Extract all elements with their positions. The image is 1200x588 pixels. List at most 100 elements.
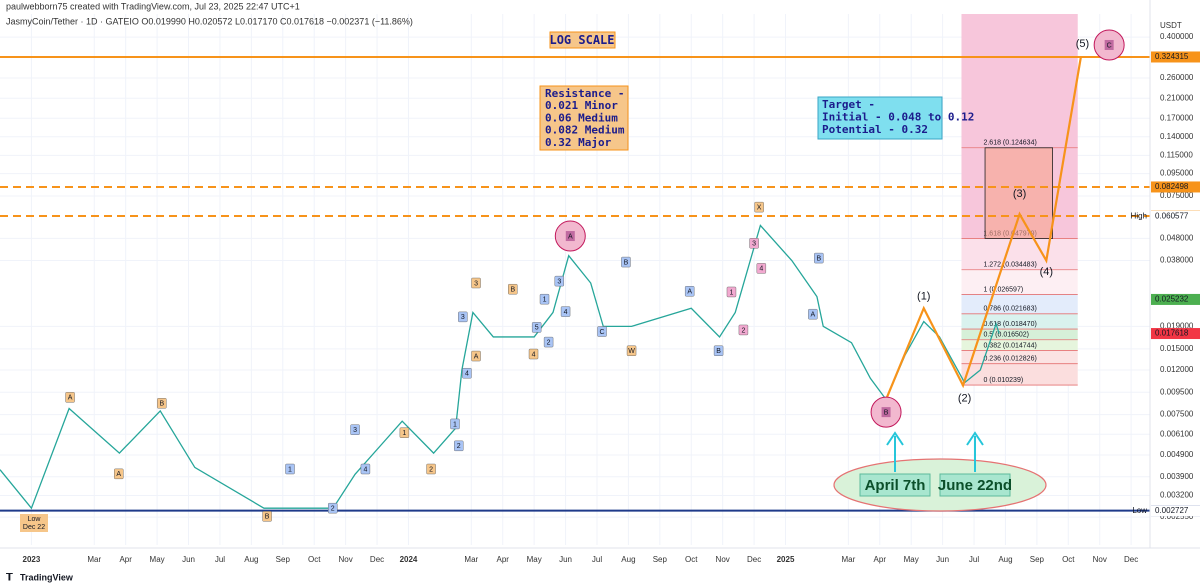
fib-label: 1.272 (0.034483) <box>983 262 1036 269</box>
wave-marker-label: B <box>716 348 721 355</box>
price-tag <box>1151 51 1200 63</box>
wave-marker-label: B <box>624 259 629 266</box>
y-tick-label: 0.048000 <box>1160 233 1194 242</box>
low-box <box>20 514 48 532</box>
x-tick-label: Nov <box>339 555 353 564</box>
wave-circle-box <box>1104 39 1114 50</box>
x-tick-label: Jun <box>559 555 572 564</box>
target-box <box>817 96 943 140</box>
wave-label: (1) <box>917 291 930 303</box>
wave-marker <box>621 256 631 268</box>
y-tick-label: 0.140000 <box>1160 132 1194 141</box>
resistance-line: 0.082 Medium <box>545 124 625 137</box>
footer-brand: TradingView <box>20 572 74 582</box>
date-box <box>859 473 931 497</box>
fib-band <box>961 269 1078 295</box>
y-tick-label: 0.210000 <box>1160 93 1194 102</box>
wave-marker-label: B <box>510 287 515 294</box>
wave-marker-label: 4 <box>759 266 763 273</box>
x-tick-label: Mar <box>464 555 478 564</box>
price-tag <box>1151 181 1200 193</box>
wave-label: (4) <box>1040 266 1053 278</box>
x-tick-label: Jun <box>936 555 949 564</box>
fib-label: 0.618 (0.018470) <box>983 321 1036 328</box>
wave-marker <box>462 368 472 379</box>
wave-marker-label: 1 <box>288 466 292 473</box>
wave-marker <box>554 275 564 287</box>
x-tick-label: Dec <box>370 555 384 564</box>
x-tick-label: Jul <box>592 555 602 564</box>
date-arrowhead <box>966 431 984 446</box>
y-tick-label: 0.007500 <box>1160 410 1194 419</box>
date-label: June 22nd <box>938 477 1012 494</box>
price-tag-label: 0.082498 <box>1155 182 1189 191</box>
wave-label: (5) <box>1076 38 1089 50</box>
wave-marker <box>684 286 695 297</box>
wave-marker-label: B <box>265 514 270 521</box>
wave-marker <box>754 201 764 213</box>
wave-marker <box>360 463 371 475</box>
wave-marker <box>597 326 607 337</box>
wave-marker <box>471 350 481 362</box>
wave-marker-label: A <box>474 353 479 360</box>
x-tick-label: Jun <box>182 555 195 564</box>
log-scale-box <box>549 31 616 49</box>
price-tag-note: High <box>1131 211 1147 220</box>
wave-marker <box>756 263 767 274</box>
x-tick-label: Aug <box>621 555 635 564</box>
x-tick-label: Sep <box>653 555 668 564</box>
fib-band <box>961 350 1078 364</box>
wave-marker <box>285 463 295 475</box>
y-tick-label: 0.170000 <box>1160 113 1194 122</box>
currency: USDT <box>1160 21 1182 30</box>
low-label: Dec 22 <box>23 524 45 531</box>
x-tick-label: Oct <box>685 555 698 564</box>
price-tag-label: 0.060577 <box>1155 211 1189 220</box>
log-scale-label: LOG SCALE <box>549 33 614 47</box>
resistance-line: 0.021 Minor <box>545 99 618 112</box>
wave-marker <box>626 345 637 356</box>
wave-marker-label: W <box>628 348 635 355</box>
wave-marker <box>814 252 824 264</box>
wave-marker-label: C <box>599 329 604 336</box>
price-tag <box>1151 210 1200 222</box>
wave-projection <box>885 56 1082 400</box>
resistance-line: 0.06 Medium <box>545 111 618 124</box>
wave-circle-label: C <box>1107 42 1112 49</box>
wave-circle-box <box>565 231 575 242</box>
fib-label: 0 (0.010239) <box>983 377 1023 384</box>
y-tick-label: 0.400000 <box>1160 32 1194 41</box>
y-tick-label: 0.004900 <box>1160 450 1194 459</box>
x-tick-label: Dec <box>1124 555 1138 564</box>
y-tick-label: 0.075000 <box>1160 191 1194 200</box>
x-tick-label: May <box>150 555 165 564</box>
wave-marker-label: A <box>811 312 816 319</box>
x-tick-label: Nov <box>716 555 730 564</box>
y-tick-label: 0.038000 <box>1160 256 1194 265</box>
wave-marker <box>539 293 550 305</box>
wave-marker-label: 1 <box>730 289 734 296</box>
y-tick-label: 0.006100 <box>1160 429 1194 438</box>
wave-marker-label: 5 <box>535 325 539 332</box>
y-tick-label: 0.260000 <box>1160 73 1194 82</box>
wave-marker-label: 3 <box>557 278 561 285</box>
x-tick-label: 2025 <box>777 555 795 564</box>
wave-marker <box>399 427 410 438</box>
price-tag-label: 0.324315 <box>1155 52 1189 61</box>
fib-band <box>961 238 1078 270</box>
wave-marker <box>426 463 436 475</box>
target-zone <box>984 147 1053 239</box>
wave-label: (2) <box>958 392 971 404</box>
wave-marker-label: A <box>68 395 73 402</box>
wave-marker <box>328 502 338 514</box>
wave-circle-label: B <box>884 409 889 416</box>
target-line: Potential - 0.32 <box>822 123 928 136</box>
wave-marker-label: 4 <box>564 309 568 316</box>
symbol-info: JasmyCoin/Tether · 1D · GATEIO O0.019990… <box>6 16 413 26</box>
wave-marker <box>508 284 518 295</box>
wave-marker <box>749 238 759 249</box>
x-tick-label: Aug <box>998 555 1012 564</box>
y-tick-label: 0.019000 <box>1160 321 1194 330</box>
x-tick-label: Mar <box>841 555 855 564</box>
wave-marker-label: B <box>816 255 821 262</box>
